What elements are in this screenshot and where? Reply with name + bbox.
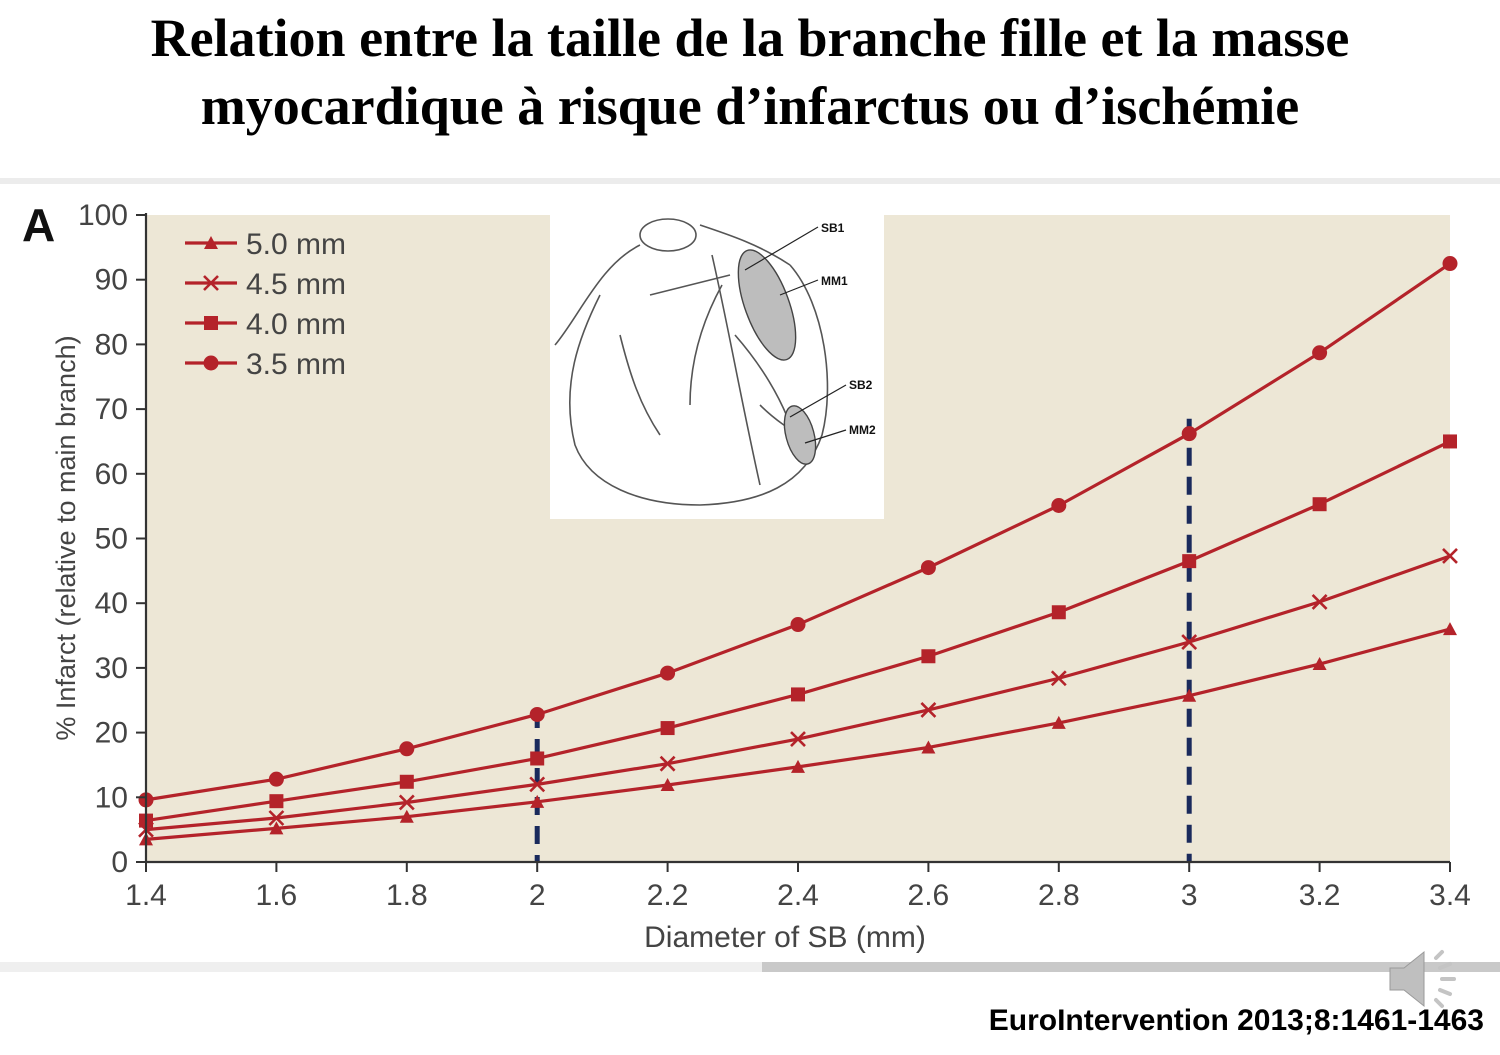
x-tick-label: 1.8 <box>386 879 428 912</box>
data-point-5-0-mm <box>1443 622 1457 636</box>
data-point-3-5-mm <box>1312 345 1328 361</box>
inset-label-sb2: SB2 <box>849 378 873 392</box>
slide-title: Relation entre la taille de la branche f… <box>0 4 1500 140</box>
x-axis-label: Diameter of SB (mm) <box>644 921 926 954</box>
data-point-4-5-mm <box>1181 634 1198 650</box>
data-point-3-5-mm <box>1181 426 1197 442</box>
y-tick-label: 0 <box>111 846 128 879</box>
data-point-4-0-mm <box>921 649 936 664</box>
data-point-4-0-mm <box>1443 434 1457 449</box>
data-point-4-5-mm <box>1050 670 1067 687</box>
y-tick-label: 30 <box>95 652 128 685</box>
legend-item-4-5-mm: 4.5 mm <box>185 268 346 301</box>
panel-label: A <box>22 199 56 251</box>
x-tick-label: 2 <box>529 879 546 912</box>
data-point-4-0-mm <box>399 774 414 789</box>
data-point-3-5-mm <box>1442 256 1458 272</box>
y-tick-label: 70 <box>95 393 128 426</box>
x-tick-label: 3.2 <box>1299 879 1341 912</box>
legend-label: 3.5 mm <box>246 348 346 381</box>
y-tick-label: 40 <box>95 587 128 620</box>
series-4-5-mm <box>138 548 1458 838</box>
series-layer <box>138 256 1458 846</box>
y-tick-label: 50 <box>95 523 128 556</box>
legend-marker <box>203 275 219 291</box>
data-point-4-0-mm <box>1312 497 1327 512</box>
y-tick-label: 20 <box>95 717 128 750</box>
data-point-4-5-mm <box>1311 593 1328 610</box>
legend-label: 4.5 mm <box>246 268 346 301</box>
data-point-4-5-mm <box>1442 548 1458 564</box>
data-point-4-5-mm <box>920 702 937 718</box>
data-point-5-0-mm <box>1182 688 1197 702</box>
data-point-4-0-mm <box>791 687 805 702</box>
slide-title-line1: Relation entre la taille de la branche f… <box>150 8 1350 68</box>
data-point-3-5-mm <box>660 665 676 681</box>
legend-marker <box>204 236 218 249</box>
citation: EuroIntervention 2013;8:1461-1463 <box>988 1004 1484 1037</box>
x-tick-label: 2.4 <box>777 879 819 912</box>
legend-marker <box>203 355 219 371</box>
data-point-4-0-mm <box>269 794 284 809</box>
legend-marker <box>204 316 218 330</box>
legend-item-4-0-mm: 4.0 mm <box>185 308 346 341</box>
slide-title-line2: myocardique à risque d’infarctus ou d’is… <box>200 76 1300 136</box>
progress-track <box>0 962 1500 972</box>
speaker-icon[interactable] <box>1386 944 1466 1019</box>
inset-label-mm2: MM2 <box>849 423 876 437</box>
data-point-4-5-mm <box>398 794 415 811</box>
data-point-5-0-mm <box>1312 657 1327 671</box>
x-tick-label: 3.4 <box>1429 879 1471 912</box>
x-tick-label: 1.6 <box>256 879 298 912</box>
y-tick-label: 100 <box>78 199 128 232</box>
y-tick-label: 10 <box>95 781 128 814</box>
y-axis-label: % Infarct (relative to main branch) <box>51 335 81 740</box>
data-point-5-0-mm <box>399 809 414 823</box>
axes-layer: 0 10 20 30 40 50 60 70 80 90 100 1.4 1.6 1.8 2 2.2 2.4 2.… <box>78 199 1471 912</box>
data-point-3-5-mm <box>1051 498 1067 514</box>
inset-label-mm1: MM1 <box>821 274 848 288</box>
x-tick-label: 1.4 <box>125 879 167 912</box>
x-tick-label: 3 <box>1181 879 1198 912</box>
x-tick-label: 2.6 <box>908 879 950 912</box>
data-point-4-0-mm <box>1182 554 1197 569</box>
data-point-3-5-mm <box>790 617 806 633</box>
legend: 5.0 mm 4.5 mm 4.0 mm 3.5 mm <box>185 228 346 381</box>
data-point-4-5-mm <box>790 731 806 747</box>
data-point-5-0-mm <box>1051 715 1066 729</box>
reference-lines <box>534 418 1192 862</box>
infarct-chart: 0 10 20 30 40 50 60 70 80 90 100 1.4 1.6 1.8 2 2.2 2.4 2.… <box>51 199 1471 954</box>
top-divider <box>0 178 1500 184</box>
y-tick-label: 80 <box>95 328 128 361</box>
data-point-4-5-mm <box>659 755 676 772</box>
data-point-4-5-mm <box>268 810 285 826</box>
data-point-3-5-mm <box>529 706 545 722</box>
progress-fill <box>762 962 1500 972</box>
data-point-4-0-mm <box>1051 605 1066 620</box>
data-point-3-5-mm <box>399 741 415 757</box>
y-tick-label: 90 <box>95 264 128 297</box>
data-point-3-5-mm <box>920 560 936 576</box>
series-4-0-mm <box>139 434 1457 828</box>
heart-illustration: SB1 MM1 SB2 MM2 <box>550 215 884 519</box>
series-3-5-mm <box>138 256 1458 808</box>
data-point-4-0-mm <box>530 751 545 766</box>
data-point-4-5-mm <box>529 776 546 793</box>
inset-label-sb1: SB1 <box>821 221 845 235</box>
data-point-5-0-mm <box>921 740 936 754</box>
data-point-5-0-mm <box>791 759 805 773</box>
legend-item-3-5-mm: 3.5 mm <box>185 348 346 381</box>
legend-label: 4.0 mm <box>246 308 346 341</box>
series-5-0-mm <box>139 622 1457 846</box>
legend-item-5-0-mm: 5.0 mm <box>185 228 346 261</box>
data-point-5-0-mm <box>530 794 545 808</box>
data-point-4-0-mm <box>660 721 675 736</box>
x-tick-label: 2.8 <box>1038 879 1080 912</box>
data-point-3-5-mm <box>268 771 284 787</box>
x-tick-label: 2.2 <box>647 879 689 912</box>
data-point-5-0-mm <box>660 778 675 792</box>
y-tick-label: 60 <box>95 458 128 491</box>
legend-label: 5.0 mm <box>246 228 346 261</box>
data-point-5-0-mm <box>269 821 284 835</box>
